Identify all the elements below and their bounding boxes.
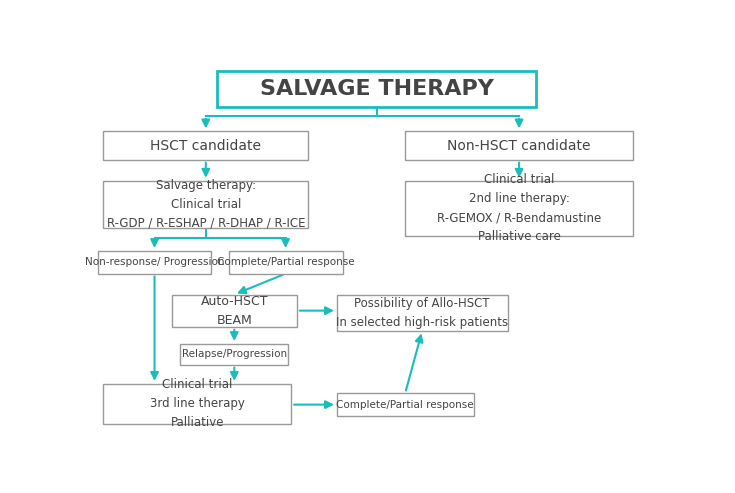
FancyBboxPatch shape <box>405 180 633 236</box>
Text: HSCT candidate: HSCT candidate <box>150 139 262 152</box>
FancyBboxPatch shape <box>103 131 308 160</box>
Text: Complete/Partial response: Complete/Partial response <box>337 400 474 410</box>
Text: Relapse/Progression: Relapse/Progression <box>182 350 287 359</box>
Text: Clinical trial
2nd line therapy:
R-GEMOX / R-Bendamustine
Palliative care: Clinical trial 2nd line therapy: R-GEMOX… <box>437 173 601 243</box>
Text: Non-HSCT candidate: Non-HSCT candidate <box>448 139 591 152</box>
FancyBboxPatch shape <box>218 70 536 106</box>
Text: Salvage therapy:
Clinical trial
R-GDP / R-ESHAP / R-DHAP / R-ICE: Salvage therapy: Clinical trial R-GDP / … <box>107 179 305 230</box>
FancyBboxPatch shape <box>337 294 508 331</box>
FancyBboxPatch shape <box>171 294 297 327</box>
Text: Possibility of Allo-HSCT
In selected high-risk patients: Possibility of Allo-HSCT In selected hig… <box>336 297 509 328</box>
FancyBboxPatch shape <box>98 251 212 274</box>
FancyBboxPatch shape <box>103 180 308 228</box>
FancyBboxPatch shape <box>405 131 633 160</box>
FancyBboxPatch shape <box>229 251 343 274</box>
Text: Complete/Partial response: Complete/Partial response <box>217 257 354 267</box>
Text: Auto-HSCT
BEAM: Auto-HSCT BEAM <box>201 295 268 327</box>
FancyBboxPatch shape <box>180 344 288 365</box>
Text: Non-response/ Progression: Non-response/ Progression <box>85 257 224 267</box>
Text: SALVAGE THERAPY: SALVAGE THERAPY <box>259 78 494 99</box>
FancyBboxPatch shape <box>103 384 291 423</box>
Text: Clinical trial
3rd line therapy
Palliative: Clinical trial 3rd line therapy Palliati… <box>150 378 245 429</box>
FancyBboxPatch shape <box>337 393 473 416</box>
